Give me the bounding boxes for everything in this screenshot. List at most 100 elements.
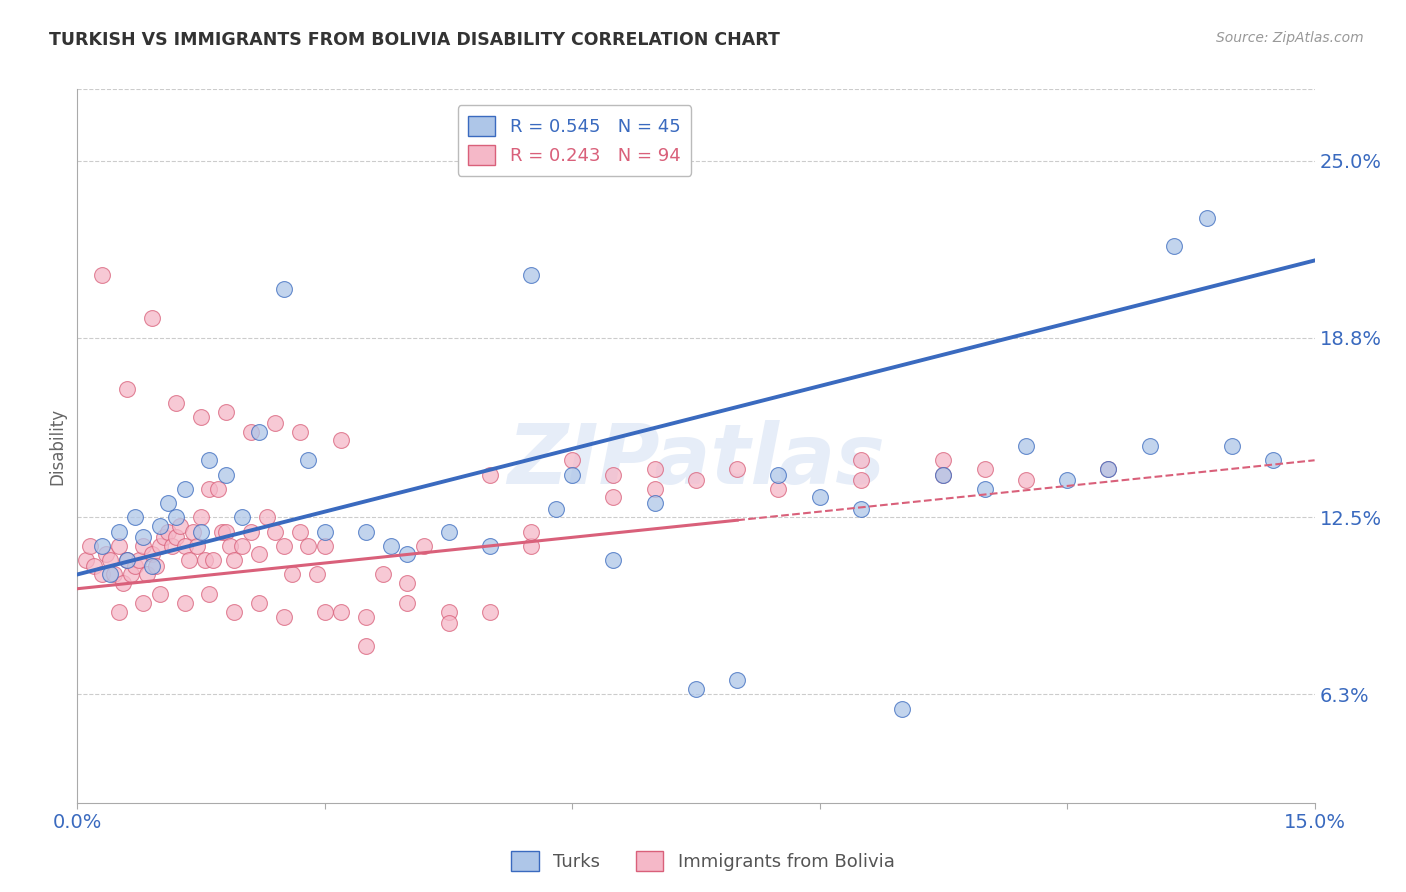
Point: [198, 453, 221, 467]
Point: [247, 596, 270, 610]
Point: [190, 510, 212, 524]
Point: [849, 473, 872, 487]
Point: [297, 539, 319, 553]
Point: [314, 605, 336, 619]
Point: [1139, 439, 1161, 453]
Point: [75, 553, 97, 567]
Point: [437, 524, 460, 539]
Point: [79, 539, 101, 553]
Point: [173, 596, 195, 610]
Point: [149, 539, 172, 553]
Point: [198, 482, 221, 496]
Point: [173, 539, 195, 553]
Point: [256, 510, 278, 524]
Point: [544, 501, 567, 516]
Point: [437, 605, 460, 619]
Point: [115, 553, 138, 567]
Point: [520, 268, 543, 282]
Point: [231, 510, 253, 524]
Point: [165, 396, 187, 410]
Point: [330, 434, 353, 448]
Point: [239, 524, 262, 539]
Point: [396, 548, 419, 562]
Point: [157, 496, 180, 510]
Point: [932, 467, 955, 482]
Point: [157, 524, 180, 539]
Point: [219, 539, 242, 553]
Point: [190, 524, 212, 539]
Point: [98, 553, 121, 567]
Point: [222, 605, 245, 619]
Point: [1263, 453, 1285, 467]
Point: [1015, 473, 1038, 487]
Point: [91, 567, 114, 582]
Point: [169, 519, 191, 533]
Point: [1097, 462, 1119, 476]
Point: [198, 587, 221, 601]
Point: [314, 524, 336, 539]
Point: [273, 282, 295, 296]
Text: ZIPatlas: ZIPatlas: [508, 420, 884, 500]
Point: [685, 473, 707, 487]
Point: [281, 567, 304, 582]
Point: [141, 548, 163, 562]
Point: [273, 610, 295, 624]
Point: [141, 310, 163, 325]
Text: Source: ZipAtlas.com: Source: ZipAtlas.com: [1216, 31, 1364, 45]
Point: [136, 567, 159, 582]
Point: [247, 548, 270, 562]
Point: [478, 467, 501, 482]
Point: [520, 539, 543, 553]
Point: [380, 539, 402, 553]
Legend: Turks, Immigrants from Bolivia: Turks, Immigrants from Bolivia: [505, 844, 901, 879]
Point: [239, 425, 262, 439]
Point: [478, 539, 501, 553]
Point: [98, 567, 121, 582]
Point: [215, 405, 238, 419]
Point: [190, 410, 212, 425]
Point: [849, 453, 872, 467]
Point: [371, 567, 394, 582]
Point: [354, 524, 377, 539]
Point: [115, 553, 138, 567]
Point: [264, 416, 287, 430]
Point: [412, 539, 434, 553]
Point: [160, 539, 183, 553]
Point: [932, 453, 955, 467]
Point: [330, 605, 353, 619]
Point: [132, 539, 155, 553]
Point: [145, 558, 167, 573]
Point: [215, 467, 238, 482]
Point: [149, 519, 172, 533]
Point: [173, 482, 195, 496]
Point: [297, 453, 319, 467]
Point: [725, 462, 748, 476]
Point: [1220, 439, 1243, 453]
Point: [215, 524, 238, 539]
Point: [273, 539, 295, 553]
Point: [644, 496, 666, 510]
Point: [165, 530, 187, 544]
Point: [561, 453, 583, 467]
Point: [120, 567, 142, 582]
Point: [849, 501, 872, 516]
Point: [520, 524, 543, 539]
Y-axis label: Disability: Disability: [48, 408, 66, 484]
Point: [177, 553, 200, 567]
Point: [141, 558, 163, 573]
Point: [973, 482, 995, 496]
Point: [231, 539, 253, 553]
Point: [107, 524, 129, 539]
Point: [288, 425, 311, 439]
Point: [644, 482, 666, 496]
Point: [128, 553, 150, 567]
Point: [132, 530, 155, 544]
Point: [602, 491, 624, 505]
Point: [973, 462, 995, 476]
Point: [83, 558, 105, 573]
Point: [107, 539, 129, 553]
Point: [211, 524, 233, 539]
Point: [1163, 239, 1185, 253]
Point: [149, 587, 172, 601]
Point: [644, 462, 666, 476]
